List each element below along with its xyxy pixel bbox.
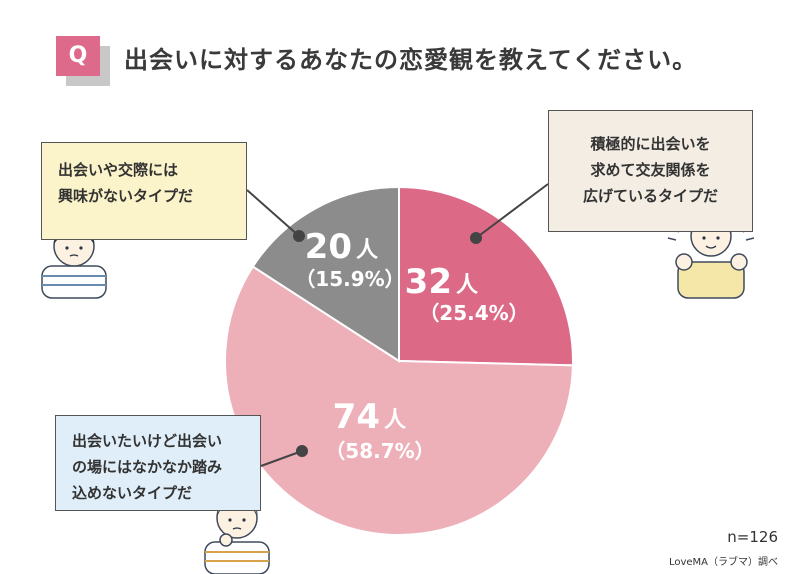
callout-active-line-3: 広げているタイプだ <box>582 187 718 205</box>
callout-active-line-2: 求めて交友関係を <box>590 161 711 179</box>
sample-size: n=126 <box>727 528 778 546</box>
source-note: LoveMA（ラブマ）調べ <box>668 557 778 568</box>
pie-slice-uninterested <box>251 185 400 363</box>
leader-line-bottom <box>260 450 303 467</box>
callout-hesitant-line-2: の場にはなかなか踏み <box>72 458 223 476</box>
leader-dot-bottom <box>296 445 308 457</box>
slice-count-active: 32 <box>405 262 452 302</box>
leader-line-left <box>246 189 300 237</box>
callout-hesitant: 出会いたいけど出会い の場にはなかなか踏み 込めないタイプだ <box>55 415 261 511</box>
question-title: 出会いに対するあなたの恋愛観を教えてください。 <box>124 46 698 74</box>
slice-unit-hesitant: 人 <box>384 408 406 433</box>
callout-uninterested: 出会いや交際には 興味がないタイプだ <box>41 142 247 240</box>
leader-dot-left <box>293 230 305 242</box>
slice-percent-hesitant: （58.7%） <box>325 439 434 463</box>
callout-uninterested-line-2: 興味がないタイプだ <box>58 187 194 205</box>
callout-active: 積極的に出会いを 求めて交友関係を 広げているタイプだ <box>548 110 753 232</box>
leader-line-right <box>475 183 549 239</box>
slice-label-group-active: 32 人 （25.4%） <box>405 262 529 325</box>
pie-slice-hesitant <box>224 265 574 536</box>
callout-hesitant-line-3: 込めないタイプだ <box>72 484 193 502</box>
callout-hesitant-line-1: 出会いたいけど出会い <box>72 432 223 450</box>
slice-percent-uninterested: （15.9%） <box>295 267 404 291</box>
slice-percent-active: （25.4%） <box>419 301 528 325</box>
pie-slice-active <box>398 185 574 367</box>
callout-uninterested-line-1: 出会いや交際には <box>58 161 179 179</box>
slice-unit-uninterested: 人 <box>356 238 378 263</box>
slice-count-uninterested: 20 <box>305 227 352 267</box>
callout-active-line-1: 積極的に出会いを <box>590 135 711 153</box>
leader-dot-right <box>470 232 482 244</box>
slice-label-group-uninterested: 20 人 （15.9%） <box>295 227 404 291</box>
slice-unit-active: 人 <box>456 273 478 298</box>
slice-count-hesitant: 74 <box>333 397 380 437</box>
slice-label-group-hesitant: 74 人 （58.7%） <box>325 397 434 463</box>
question-badge: Q <box>56 36 100 76</box>
